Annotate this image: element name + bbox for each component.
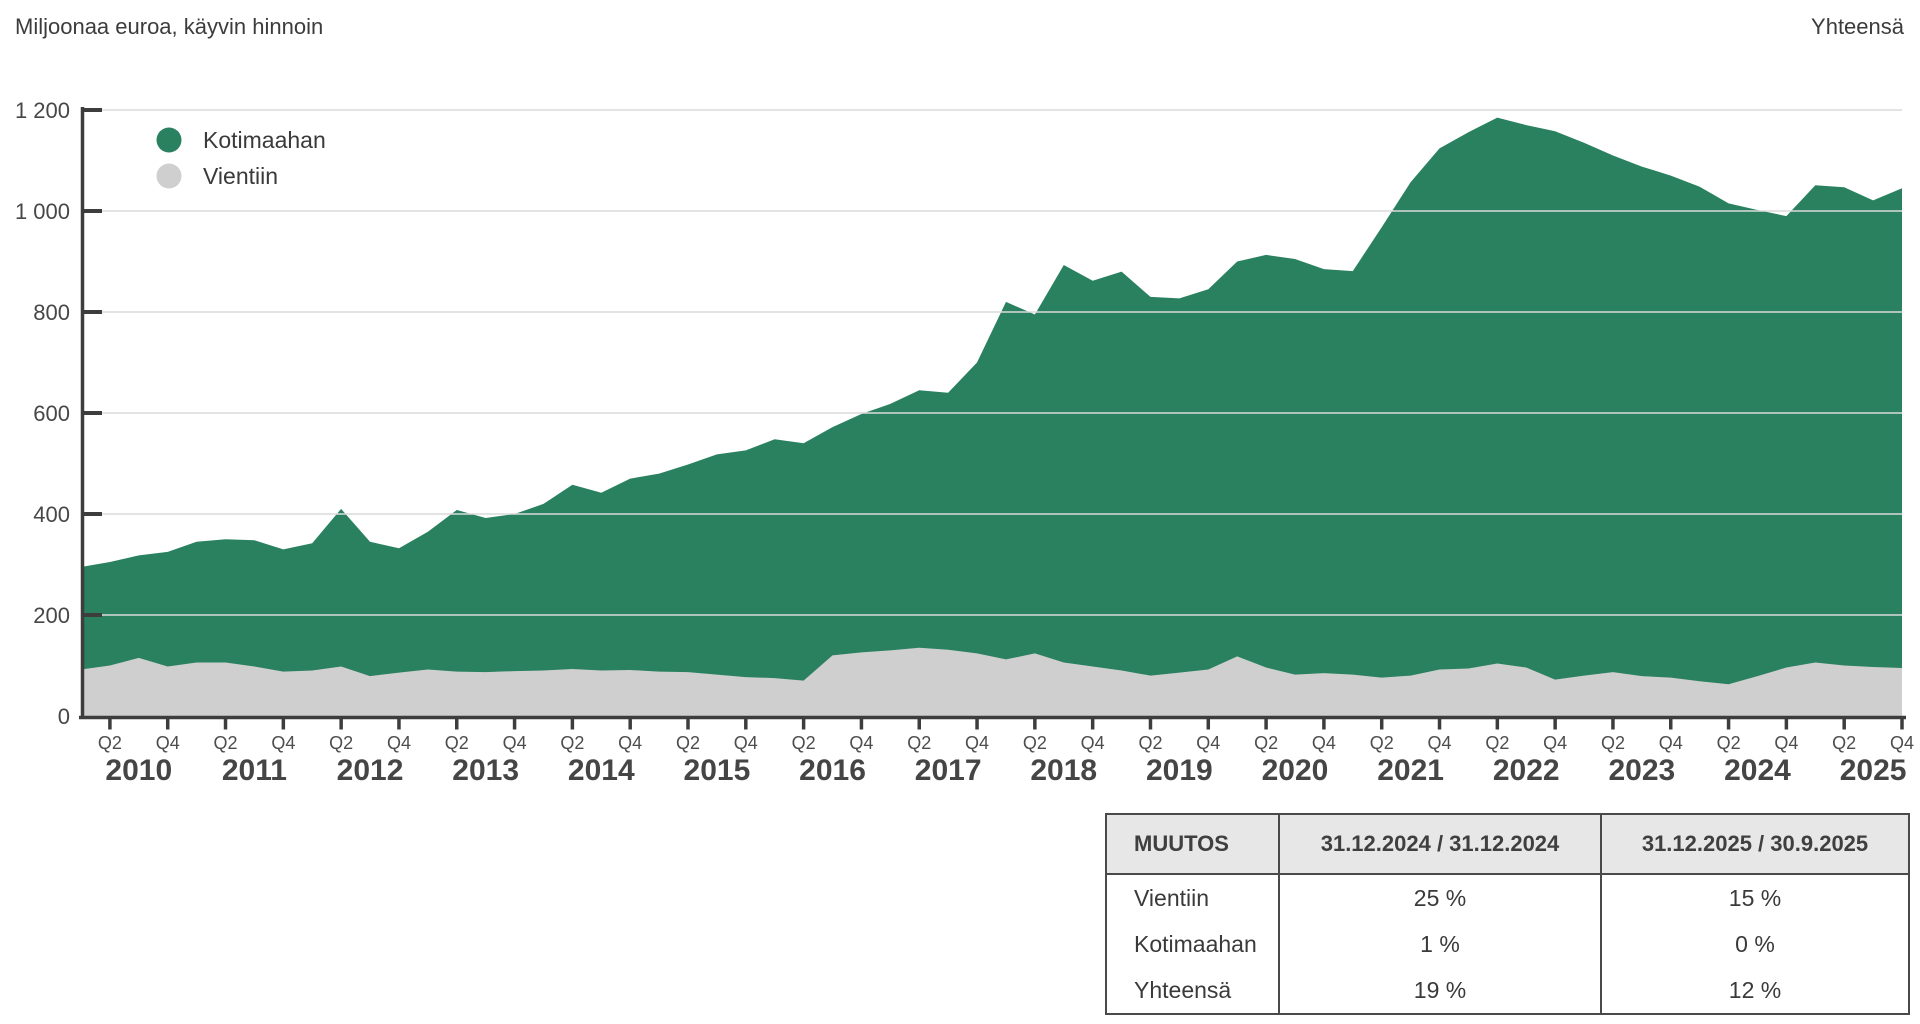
table-header-muutos: MUUTOS	[1106, 814, 1279, 875]
x-tick-label-q2-45: Q2	[1370, 733, 1394, 753]
table-header-period-2: 31.12.2025 / 30.9.2025	[1600, 814, 1909, 875]
row-label: Vientiin	[1134, 884, 1210, 911]
legend-vientiin-label: Vientiin	[203, 163, 278, 189]
x-tick-label-q4-63: Q4	[1890, 733, 1914, 753]
x-tick-label-q2-33: Q2	[1023, 733, 1047, 753]
x-tick-label-q2-9: Q2	[329, 733, 353, 753]
vientiin-change-period-1: 25 %	[1278, 874, 1601, 921]
x-tick-label-q2-61: Q2	[1832, 733, 1856, 753]
year-label-2011: 2011	[222, 754, 287, 787]
x-tick-label-q2-21: Q2	[676, 733, 700, 753]
y-tick-label-800: 800	[33, 300, 70, 325]
x-tick-label-q4-39: Q4	[1196, 733, 1220, 753]
x-tick-label-q4-47: Q4	[1428, 733, 1452, 753]
row-label: Yhteensä	[1134, 976, 1232, 1003]
yhteensa-change-period-2: 12 %	[1600, 967, 1909, 1014]
x-tick-label-q2-29: Q2	[907, 733, 931, 753]
x-tick-label-q2-41: Q2	[1254, 733, 1278, 753]
year-label-2022: 2022	[1493, 754, 1560, 787]
year-label-2014: 2014	[568, 754, 635, 787]
x-tick-label-q2-37: Q2	[1138, 733, 1162, 753]
vientiin-area	[81, 647, 1902, 716]
year-label-2015: 2015	[684, 754, 751, 787]
year-label-2025: 2025	[1840, 754, 1907, 787]
kotimaahan-change-period-2: 0 %	[1600, 921, 1909, 967]
kotimaahan-change-period-1: 1 %	[1278, 921, 1601, 967]
chart-title: Miljoonaa euroa, käyvin hinnoin	[15, 14, 324, 39]
x-tick-label-q4-23: Q4	[734, 733, 758, 753]
x-tick-label-q2-25: Q2	[792, 733, 816, 753]
year-label-2017: 2017	[915, 754, 982, 787]
y-tick-label-200: 200	[33, 603, 70, 628]
x-tick-label-q4-43: Q4	[1312, 733, 1336, 753]
table-row-vientiin: Vientiin 25 % 15 %	[1106, 874, 1909, 921]
vientiin-change-period-2: 15 %	[1600, 874, 1909, 921]
year-label-2023: 2023	[1608, 754, 1675, 787]
row-label: Kotimaahan	[1134, 930, 1257, 957]
year-label-2024: 2024	[1724, 754, 1791, 787]
table-header-period-1: 31.12.2024 / 31.12.2024	[1278, 814, 1601, 875]
x-tick-label-q4-51: Q4	[1543, 733, 1567, 753]
change-table-header: MUUTOS 31.12.2024 / 31.12.2024 31.12.202…	[1106, 814, 1909, 875]
stacked-area-chart: 0 200 400 600 800 1 000 1 200 Q2 Q4 Q2 Q4 Q2 Q4 Q2 Q4 Q…	[15, 98, 1914, 787]
table-row-yhteensa: Yhteensä 19 % 12 %	[1106, 967, 1909, 1014]
legend-vientiin-swatch	[156, 163, 182, 189]
x-tick-label-q4-15: Q4	[503, 733, 527, 753]
change-table: MUUTOS 31.12.2024 / 31.12.2024 31.12.202…	[1105, 813, 1910, 1015]
year-label-2016: 2016	[799, 754, 866, 787]
year-label-2018: 2018	[1030, 754, 1097, 787]
year-label-2010: 2010	[105, 754, 172, 787]
y-tick-label-400: 400	[33, 502, 70, 527]
y-tick-label-1200: 1 200	[15, 98, 70, 123]
x-tick-label-q4-11: Q4	[387, 733, 411, 753]
x-tick-label-q4-27: Q4	[849, 733, 873, 753]
kotimaahan-area	[81, 117, 1902, 717]
x-tick-label-q4-19: Q4	[618, 733, 642, 753]
x-tick-label-q4-35: Q4	[1081, 733, 1105, 753]
x-tick-label-q2-5: Q2	[214, 733, 238, 753]
legend-kotimaahan-swatch	[156, 127, 182, 153]
year-label-2013: 2013	[452, 754, 519, 787]
x-tick-label-q2-49: Q2	[1485, 733, 1509, 753]
x-tick-label-q4-3: Q4	[156, 733, 180, 753]
x-tick-label-q2-53: Q2	[1601, 733, 1625, 753]
x-tick-label-q4-59: Q4	[1774, 733, 1798, 753]
x-tick-label-q2-57: Q2	[1717, 733, 1741, 753]
legend-kotimaahan-label: Kotimaahan	[203, 127, 326, 153]
x-tick-label-q4-55: Q4	[1659, 733, 1683, 753]
total-series-label: Yhteensä	[1811, 14, 1904, 39]
year-label-2019: 2019	[1146, 754, 1213, 787]
x-tick-label-q4-7: Q4	[271, 733, 295, 753]
x-tick-label-q2-1: Q2	[98, 733, 122, 753]
table-row-kotimaahan: Kotimaahan 1 % 0 %	[1106, 921, 1909, 967]
x-tick-label-q2-17: Q2	[560, 733, 584, 753]
y-tick-label-1000: 1 000	[15, 199, 70, 224]
y-tick-label-600: 600	[33, 401, 70, 426]
year-label-2020: 2020	[1262, 754, 1329, 787]
year-label-2012: 2012	[337, 754, 404, 787]
x-tick-label-q2-13: Q2	[445, 733, 469, 753]
y-tick-label-0: 0	[58, 704, 70, 729]
year-label-2021: 2021	[1377, 754, 1444, 787]
yhteensa-change-period-1: 19 %	[1278, 967, 1601, 1014]
x-tick-label-q4-31: Q4	[965, 733, 989, 753]
